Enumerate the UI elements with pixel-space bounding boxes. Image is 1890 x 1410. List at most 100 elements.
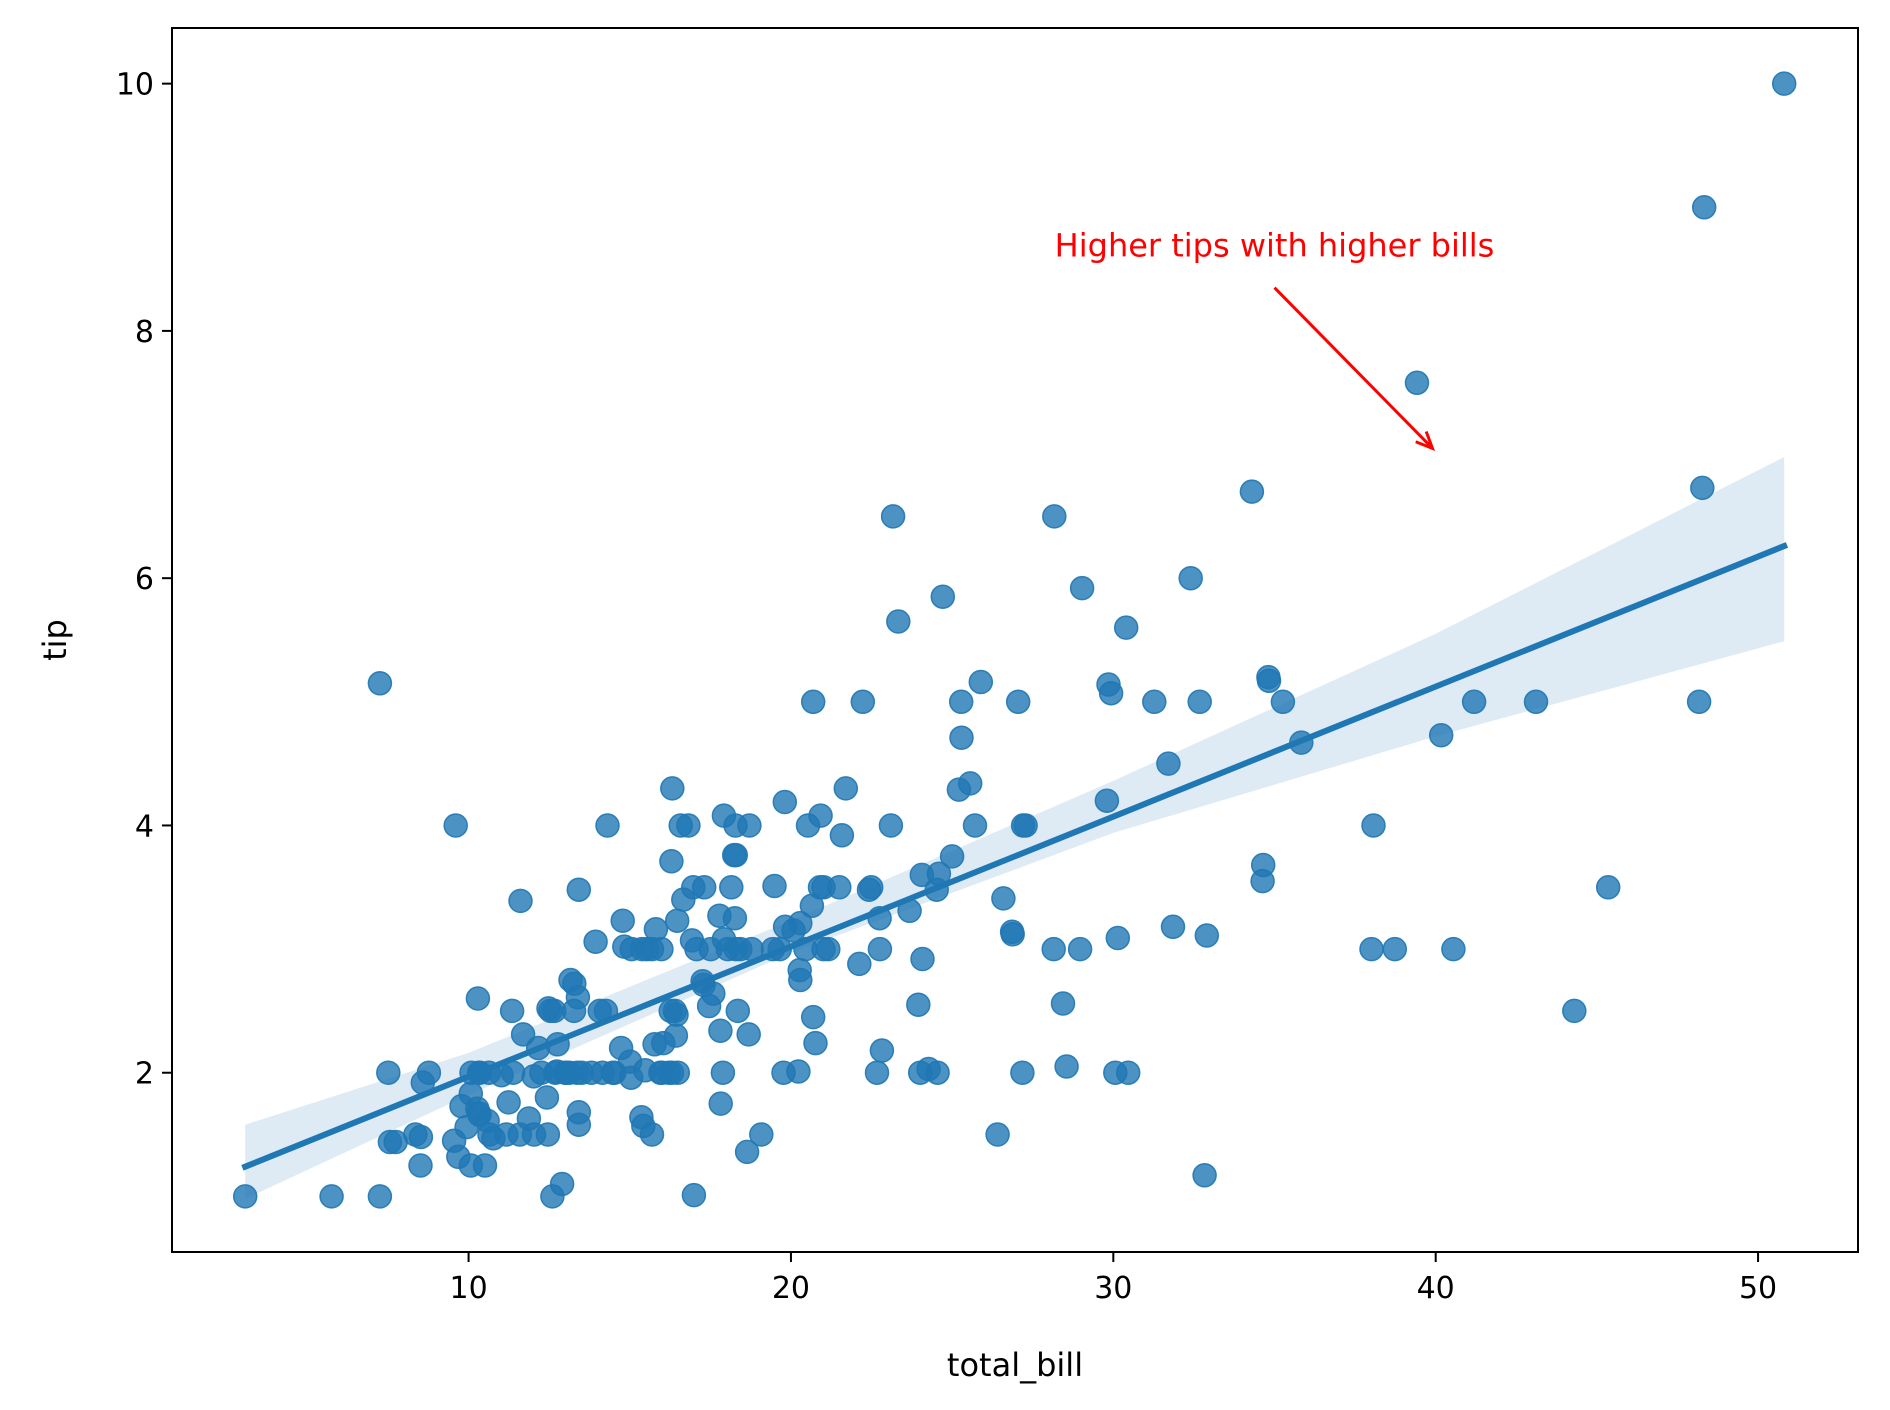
scatter-point — [723, 842, 749, 868]
scatter-point — [910, 946, 935, 972]
scatter-point — [1115, 1060, 1141, 1085]
scatter-point — [659, 849, 684, 874]
scatter-point — [1382, 936, 1408, 962]
y-axis-ticks: 2 4 6 8 10 — [116, 68, 172, 1092]
x-axis-ticks: 10 20 30 40 50 — [449, 1252, 1777, 1306]
x-axis-title: total_bill — [947, 1346, 1083, 1384]
scatter-point — [827, 875, 852, 900]
scatter-point — [800, 1004, 826, 1030]
scatter-point — [610, 908, 635, 933]
scatter-point — [1562, 998, 1587, 1024]
scatter-point — [925, 1060, 950, 1085]
scatter-point — [772, 789, 798, 815]
scatter-point — [1054, 1054, 1079, 1079]
scatter-point — [829, 823, 855, 848]
scatter-point — [665, 1060, 691, 1085]
scatter-point — [1187, 689, 1212, 715]
y-axis-title: tip — [36, 619, 74, 661]
scatter-point — [788, 967, 813, 993]
scatter-point — [639, 1122, 665, 1147]
scatter-point — [710, 1060, 736, 1085]
annotation: Higher tips with higher bills — [1055, 227, 1495, 451]
scatter-point — [595, 813, 620, 838]
scatter-point — [1428, 722, 1454, 748]
x-tick-label: 50 — [1739, 1271, 1777, 1306]
scatter-point — [549, 1171, 575, 1197]
scatter-point — [906, 992, 931, 1017]
scatter-point — [701, 981, 726, 1006]
scatter-point — [762, 873, 787, 899]
scatter-point — [1005, 689, 1031, 715]
scatter-point — [367, 671, 393, 696]
scatter-point — [737, 813, 762, 838]
scatter-point — [1690, 475, 1715, 501]
scatter-point — [1098, 680, 1124, 706]
scatter-point — [565, 985, 591, 1010]
scatter-point — [649, 936, 674, 962]
scatter-point — [566, 877, 592, 902]
scatter-point — [1178, 565, 1203, 591]
scatter-point — [319, 1184, 344, 1209]
scatter-point — [691, 875, 717, 900]
x-tick-label: 20 — [772, 1271, 810, 1306]
scatter-point — [664, 908, 690, 933]
scatter-point — [663, 1023, 689, 1048]
x-tick-label: 30 — [1094, 1271, 1132, 1306]
scatter-point — [734, 1139, 760, 1165]
scatter-point — [583, 929, 608, 954]
scatter-point — [957, 771, 983, 796]
scatter-point — [408, 1124, 434, 1150]
x-tick-label: 40 — [1417, 1271, 1455, 1306]
scatter-point — [496, 1090, 521, 1115]
scatter-point — [1050, 991, 1076, 1016]
scatter-point — [416, 1060, 442, 1085]
scatter-point — [867, 936, 893, 962]
scatter-point — [465, 986, 491, 1011]
regression-line-layer — [241, 542, 1789, 1171]
scatter-point — [1113, 615, 1139, 640]
scatter-point — [991, 886, 1016, 911]
scatter-point — [722, 905, 748, 931]
scatter-point — [708, 1091, 733, 1116]
scatter-point — [408, 1153, 433, 1178]
scatter-point — [1239, 479, 1265, 504]
scatter-point — [1013, 813, 1038, 838]
scatter-point — [1192, 1163, 1217, 1188]
scatter-point — [1270, 689, 1296, 715]
scatter-point — [948, 689, 974, 715]
scatter-point — [660, 776, 685, 801]
scatter-point — [878, 813, 904, 838]
annotation-arrowhead — [1415, 430, 1436, 451]
scatter-point — [472, 1153, 498, 1178]
scatter-point — [1686, 689, 1712, 715]
scatter-point — [985, 1122, 1010, 1147]
scatter-point — [708, 1018, 733, 1043]
y-tick-label: 10 — [116, 68, 154, 103]
scatter-point — [1094, 788, 1120, 813]
scatter-point — [1691, 195, 1717, 220]
scatter-point — [1042, 504, 1067, 529]
scatter-point — [535, 1122, 561, 1147]
scatter-point — [443, 813, 468, 838]
scatter-point — [508, 888, 533, 914]
scatter-point — [1067, 936, 1093, 962]
scatter-point — [499, 998, 525, 1024]
scatter-point — [864, 1060, 890, 1085]
scatter-point — [869, 1038, 895, 1063]
y-tick-label: 6 — [135, 562, 154, 597]
regression-line — [241, 542, 1789, 1171]
scatter-point — [1105, 925, 1131, 951]
scatter-point — [1523, 689, 1549, 715]
scatter-point — [1000, 922, 1025, 947]
scatter-point — [847, 951, 872, 977]
scatter-point — [664, 1002, 689, 1027]
scatter-point — [816, 936, 841, 962]
scatter-point — [1250, 852, 1276, 878]
scatter-point — [850, 689, 876, 715]
scatter-point — [566, 1112, 592, 1137]
scatter-point — [808, 803, 833, 828]
scatter-point — [968, 669, 994, 695]
annotation-text: Higher tips with higher bills — [1055, 227, 1495, 265]
y-tick-label: 2 — [135, 1057, 154, 1092]
scatter-point — [939, 844, 965, 869]
